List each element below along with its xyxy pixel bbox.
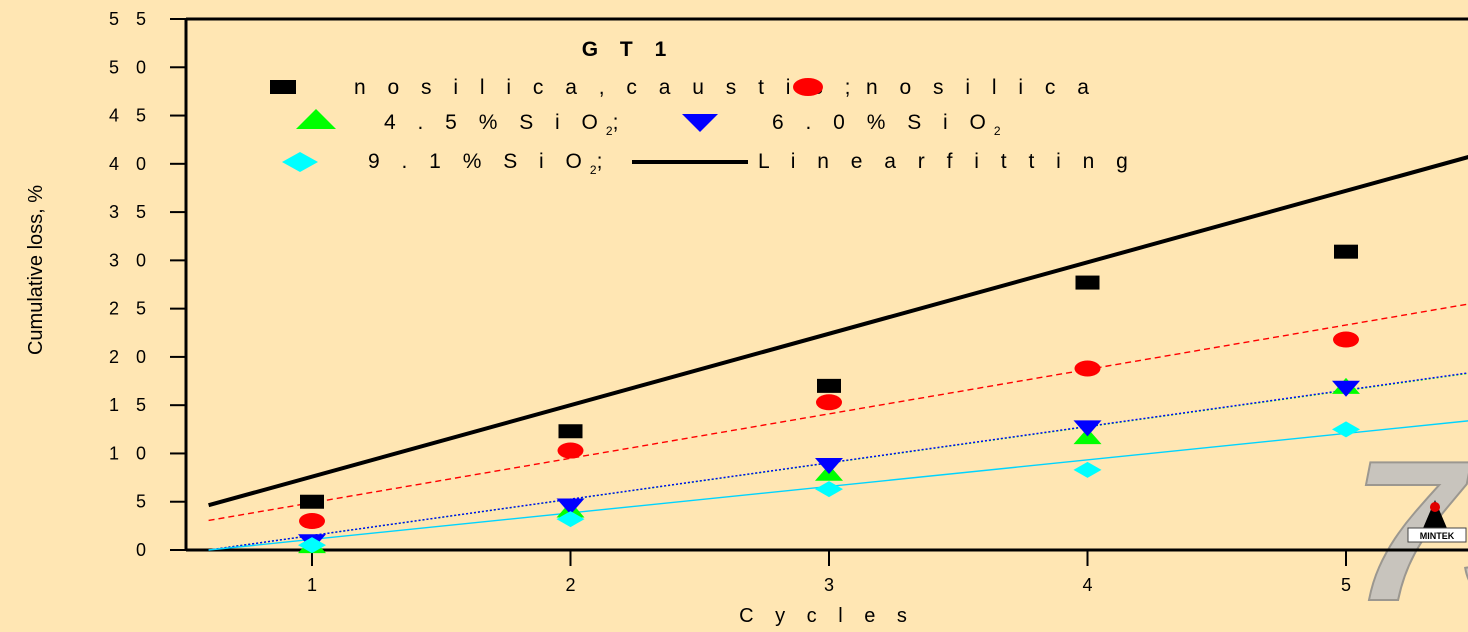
x-tick-label: 3 xyxy=(824,575,840,595)
data-point xyxy=(1334,244,1358,259)
data-point xyxy=(817,378,841,393)
data-point xyxy=(815,458,843,475)
x-axis-title: C y c l e s xyxy=(739,605,915,627)
x-tick-label: 5 xyxy=(1341,575,1357,595)
legend-label-6-0-sio2: 6 . 0 % S i O2 xyxy=(772,111,1001,138)
data-point xyxy=(299,513,325,530)
fit-line xyxy=(208,420,1468,551)
y-tick-label: 3 0 xyxy=(109,250,152,270)
y-tick-label: 3 5 xyxy=(109,202,152,222)
y-tick-label: 1 0 xyxy=(109,443,152,463)
fit-line xyxy=(208,372,1468,551)
y-tick-label: 4 5 xyxy=(109,106,152,126)
legend-marker-triangle-down xyxy=(682,114,718,132)
data-point xyxy=(1333,331,1359,348)
mintek-75-logo: 75 MINTEK xyxy=(1351,419,1468,632)
legend: G T 1 n o s i l i c a , c a u s t i c ; … xyxy=(270,38,1136,177)
fit-line xyxy=(208,155,1468,508)
data-point xyxy=(556,498,585,515)
legend-title: G T 1 xyxy=(582,38,675,61)
data-point xyxy=(556,511,585,528)
legend-label-4-5-sio2: 4 . 5 % S i O2; xyxy=(384,111,626,138)
y-tick-label: 2 5 xyxy=(109,299,152,319)
y-ticks: 0 5 1 0 1 5 2 0 2 5 3 0 3 5 4 0 4 5 5 0 5 5 xyxy=(109,9,186,560)
y-tick-label: 5 xyxy=(136,492,152,512)
y-tick-label: 1 5 xyxy=(109,395,152,415)
data-point xyxy=(1332,421,1360,438)
data-point xyxy=(816,394,842,411)
y-tick-label: 5 0 xyxy=(109,57,152,77)
data-point xyxy=(1073,420,1102,437)
data-points xyxy=(298,244,1360,554)
legend-label-no-silica-caustic: n o s i l i c a , c a u s t i c ; xyxy=(354,76,858,99)
data-point xyxy=(1073,461,1102,478)
data-point xyxy=(298,537,326,554)
legend-marker-square xyxy=(270,80,296,94)
legend-marker-triangle-up xyxy=(296,109,336,129)
data-point xyxy=(1075,275,1100,290)
legend-label-9-1-sio2: 9 . 1 % S i O2; xyxy=(368,150,610,177)
y-axis-title: Cumulative loss, % xyxy=(25,185,47,355)
legend-marker-diamond xyxy=(282,152,318,172)
mintek-badge: MINTEK xyxy=(1420,531,1455,541)
data-point xyxy=(1074,360,1101,377)
data-point xyxy=(557,442,584,459)
fit-line xyxy=(208,303,1468,522)
y-tick-label: 4 0 xyxy=(109,154,152,174)
y-tick-label: 5 5 xyxy=(109,9,152,29)
data-point xyxy=(815,481,843,498)
data-point xyxy=(558,424,583,439)
data-point xyxy=(300,494,324,509)
y-tick-label: 2 0 xyxy=(109,347,152,367)
x-tick-label: 1 xyxy=(307,575,323,595)
data-point xyxy=(1332,380,1360,397)
y-tick-label: 0 xyxy=(136,540,152,560)
x-ticks: 1 2 3 4 5 xyxy=(307,550,1357,595)
x-tick-label: 4 xyxy=(1082,575,1098,595)
fit-lines xyxy=(208,155,1468,551)
legend-label-no-silica: n o s i l i c a xyxy=(866,76,1097,99)
svg-text:75: 75 xyxy=(1352,420,1468,632)
legend-label-linear-fitting: L i n e a r f i t t i n g xyxy=(758,150,1136,173)
legend-marker-circle xyxy=(793,78,823,96)
x-tick-label: 2 xyxy=(565,575,581,595)
